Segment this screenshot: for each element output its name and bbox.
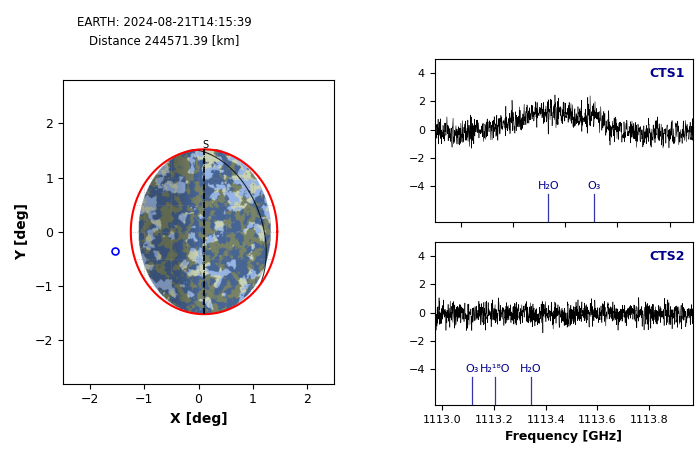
Y-axis label: Y [deg]: Y [deg] <box>15 203 29 260</box>
Text: S: S <box>202 140 209 150</box>
Text: Distance 244571.39 [km]: Distance 244571.39 [km] <box>90 34 239 47</box>
Text: CTS1: CTS1 <box>650 67 685 80</box>
Text: O₃: O₃ <box>466 364 479 374</box>
Text: H₂O: H₂O <box>520 364 542 374</box>
Text: H₂O: H₂O <box>538 181 559 191</box>
X-axis label: Frequency [GHz]: Frequency [GHz] <box>505 430 622 443</box>
Text: EARTH: 2024-08-21T14:15:39: EARTH: 2024-08-21T14:15:39 <box>77 16 252 29</box>
Text: H₂¹⁸O: H₂¹⁸O <box>480 364 511 374</box>
Text: CTS2: CTS2 <box>650 250 685 263</box>
Text: O₃: O₃ <box>588 181 601 191</box>
X-axis label: X [deg]: X [deg] <box>170 412 228 426</box>
